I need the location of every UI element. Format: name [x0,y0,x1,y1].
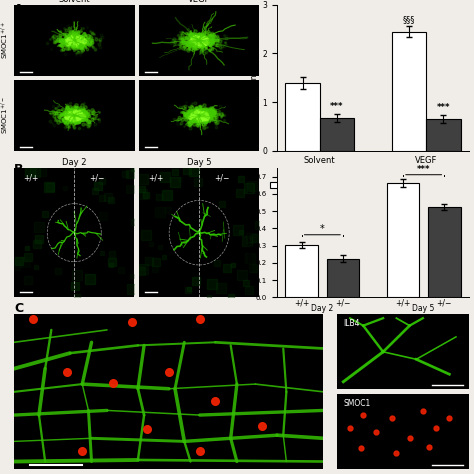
Y-axis label: Sprout length (cm): Sprout length (cm) [250,42,259,114]
Text: SMOC1: SMOC1 [343,399,371,408]
Text: ***: *** [330,102,344,111]
Title: VEGF: VEGF [188,0,210,4]
Text: ***: *** [437,103,450,112]
Text: ILB4: ILB4 [343,319,360,328]
Bar [285,83,319,151]
Text: ***: *** [417,165,430,174]
Title: Day 5: Day 5 [187,158,211,167]
Bar [285,245,318,297]
Y-axis label: Vascular/retina diameter: Vascular/retina diameter [248,190,255,276]
Text: Day 2: Day 2 [311,304,334,313]
Text: Day 5: Day 5 [412,304,435,313]
Bar [426,119,461,151]
Legend: +/+, +/−: +/+, +/− [267,177,336,192]
Y-axis label: SMOC1$^{+/+}$: SMOC1$^{+/+}$ [0,21,11,59]
Bar [428,207,461,297]
Text: +/−: +/− [214,173,229,182]
Text: *: * [320,224,325,234]
Text: +/−: +/− [89,173,105,182]
Text: §§§: §§§ [403,15,416,24]
Bar [387,183,419,297]
Text: C: C [14,302,23,315]
Bar [319,118,354,151]
Y-axis label: SMOC1$^{+/-}$: SMOC1$^{+/-}$ [0,97,11,134]
Text: +/+: +/+ [148,173,164,182]
Bar [327,258,359,297]
Title: Day 2: Day 2 [62,158,87,167]
Title: Solvent: Solvent [59,0,91,4]
Text: B: B [14,163,24,176]
Text: A: A [14,3,24,16]
Text: +/+: +/+ [23,173,38,182]
Bar [392,32,426,151]
